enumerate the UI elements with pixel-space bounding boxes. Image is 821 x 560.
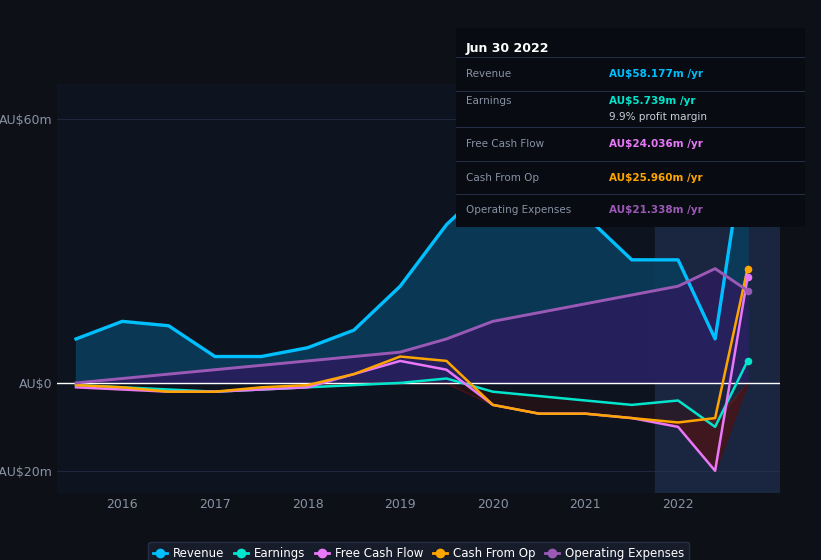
Legend: Revenue, Earnings, Free Cash Flow, Cash From Op, Operating Expenses: Revenue, Earnings, Free Cash Flow, Cash … (149, 542, 689, 560)
Text: AU$58.177m /yr: AU$58.177m /yr (609, 69, 703, 79)
Text: Operating Expenses: Operating Expenses (466, 206, 571, 216)
Point (741, 264, 754, 273)
Text: Cash From Op: Cash From Op (466, 172, 539, 183)
Point (741, 357, 754, 366)
Text: Earnings: Earnings (466, 96, 511, 106)
Point (741, 286, 754, 295)
Text: 9.9% profit margin: 9.9% profit margin (609, 112, 707, 122)
Text: Revenue: Revenue (466, 69, 511, 79)
Bar (655, 84, 780, 493)
Text: Free Cash Flow: Free Cash Flow (466, 139, 544, 150)
Text: AU$21.338m /yr: AU$21.338m /yr (609, 206, 703, 216)
Text: AU$5.739m /yr: AU$5.739m /yr (609, 96, 695, 106)
Point (741, 273, 754, 282)
Text: AU$24.036m /yr: AU$24.036m /yr (609, 139, 703, 150)
Text: Jun 30 2022: Jun 30 2022 (466, 42, 549, 55)
Text: AU$25.960m /yr: AU$25.960m /yr (609, 172, 703, 183)
Point (741, 123, 754, 132)
